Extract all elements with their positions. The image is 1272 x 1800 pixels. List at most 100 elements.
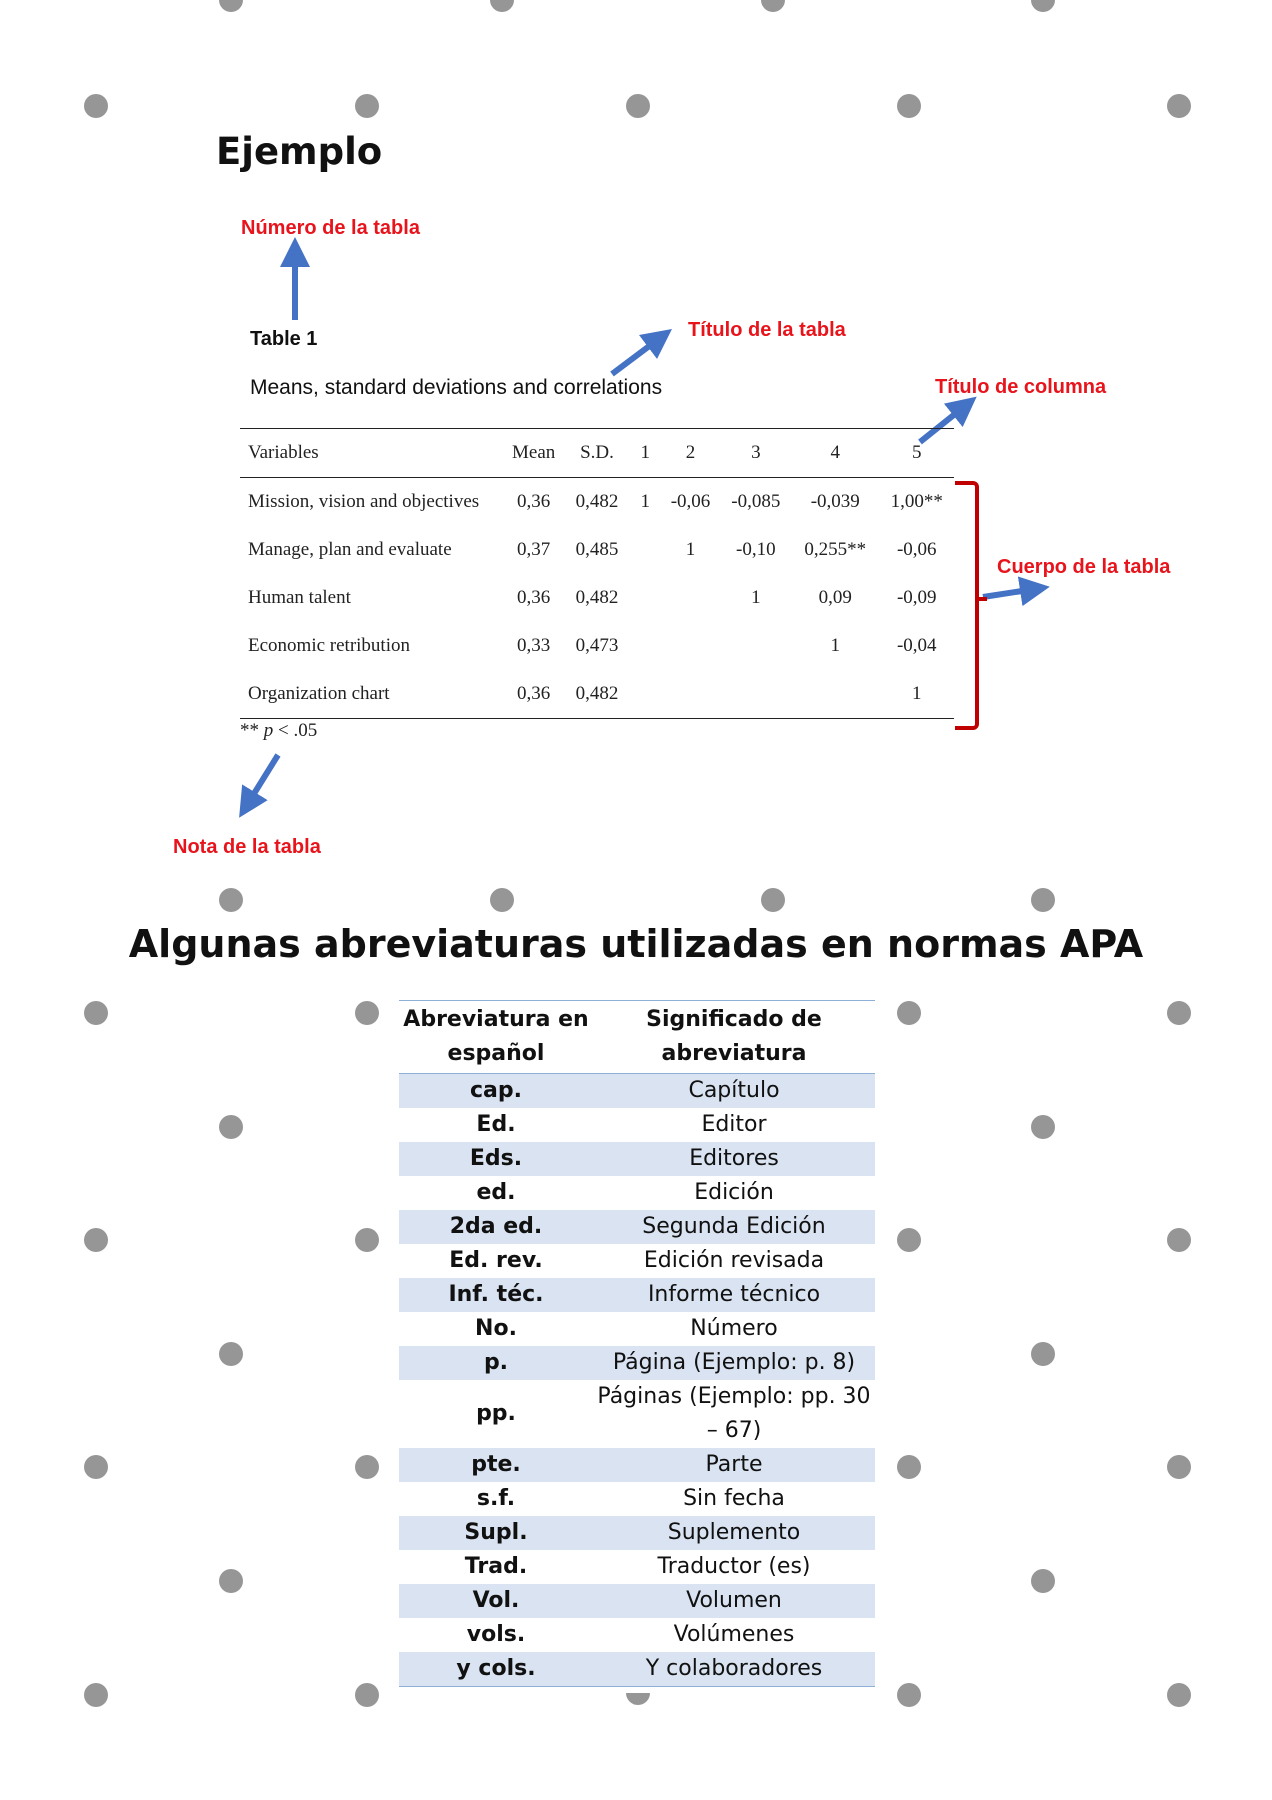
decor-dot	[355, 1683, 379, 1707]
abbreviation-cell: y cols.	[399, 1652, 593, 1687]
abbreviation-cell: ed.	[476, 1180, 516, 1205]
decor-dot	[1167, 1001, 1191, 1025]
note-p: p	[263, 720, 274, 741]
meaning-cell: Editor	[701, 1112, 767, 1137]
abbreviation-cell: Ed.	[476, 1112, 516, 1137]
arrow-down-icon	[239, 753, 281, 818]
col-header: Mean	[503, 428, 564, 478]
table-body-bracket	[955, 481, 987, 730]
table-cell: 0,485	[575, 539, 619, 560]
decor-dot	[355, 1001, 379, 1025]
table-row: cap. Capítulo	[399, 1073, 875, 1108]
header-line: Abreviatura en	[403, 1007, 589, 1032]
decor-dot	[355, 1228, 379, 1252]
table-row: 2da ed. Segunda Edición	[399, 1210, 875, 1244]
label-table-note: Nota de la tabla	[173, 836, 321, 858]
col-header: 1	[630, 428, 661, 478]
table-cell: 1	[879, 670, 954, 719]
table-row: Economic retribution 0,33 0,473 1 -0,04	[240, 622, 954, 670]
table-cell: -0,085	[731, 491, 781, 512]
table-cell	[630, 526, 660, 574]
decor-dot	[219, 1115, 243, 1139]
abbreviation-cell: 2da ed.	[399, 1210, 593, 1244]
table-row: Human talent 0,36 0,482 1 0,09 -0,09	[240, 574, 954, 622]
meaning-cell: Volúmenes	[673, 1622, 795, 1647]
table-row: pp. Páginas (Ejemplo: pp. 30 – 67)	[399, 1380, 875, 1448]
abbreviations-header-row: Abreviatura en español Significado de ab…	[399, 1000, 875, 1074]
table-row: Manage, plan and evaluate 0,37 0,485 1 -…	[240, 526, 954, 574]
col-header: 2	[660, 428, 721, 478]
decor-dot	[219, 0, 243, 12]
table-cell: -0,04	[896, 635, 937, 656]
table-cell	[630, 670, 661, 719]
header-line: Significado de	[646, 1007, 822, 1032]
abbreviation-cell: Inf. téc.	[399, 1278, 593, 1312]
decor-dot	[1031, 1342, 1055, 1366]
decor-dot	[84, 1683, 108, 1707]
table-cell	[720, 670, 792, 719]
table-cell: Organization chart	[240, 670, 504, 719]
table-cell: Mission, vision and objectives	[248, 491, 480, 512]
decor-dot	[897, 1228, 921, 1252]
table-row: Eds. Editores	[399, 1142, 875, 1176]
abbreviation-cell: p.	[399, 1346, 593, 1380]
example-table: Variables Mean S.D. 1 2 3 4 5 Mission, v…	[240, 428, 954, 719]
decor-dot	[1167, 1455, 1191, 1479]
decor-dot	[490, 888, 514, 912]
table-cell: 0,473	[575, 635, 619, 656]
table-row: Inf. téc. Informe técnico	[399, 1278, 875, 1312]
table-title: Means, standard deviations and correlati…	[250, 376, 663, 399]
table-row: Ed. rev. Edición revisada	[399, 1244, 875, 1278]
table-row: Mission, vision and objectives 0,36 0,48…	[240, 478, 954, 527]
meaning-cell: Número	[690, 1316, 778, 1341]
decor-dot	[219, 888, 243, 912]
table-number: Table 1	[250, 328, 318, 350]
table-row: pte. Parte	[399, 1448, 875, 1482]
meaning-cell: Segunda Edición	[593, 1210, 875, 1244]
abbreviation-cell: vols.	[466, 1622, 526, 1647]
col-header: 5	[879, 428, 954, 478]
table-cell: 1,00**	[890, 491, 943, 512]
abbreviation-cell: Vol.	[399, 1584, 593, 1618]
table-cell: 0,37	[517, 539, 551, 560]
meaning-cell: Edición	[694, 1180, 774, 1205]
table-row: No. Número	[399, 1312, 875, 1346]
table-cell: -0,10	[736, 539, 776, 560]
header-line: español	[447, 1041, 545, 1066]
abbreviation-cell: Eds.	[399, 1142, 593, 1176]
arrow-right-icon	[982, 576, 1050, 607]
abbreviation-cell: s.f.	[476, 1486, 516, 1511]
table-cell	[660, 574, 720, 622]
table-cell: Economic retribution	[248, 635, 410, 656]
meaning-cell: Traductor (es)	[657, 1554, 811, 1579]
table-row: Supl. Suplemento	[399, 1516, 875, 1550]
table-cell	[630, 574, 660, 622]
label-table-body: Cuerpo de la tabla	[997, 556, 1171, 578]
meaning-cell: Páginas (Ejemplo: pp. 30 – 67)	[597, 1384, 871, 1443]
col-header: Variables	[240, 428, 504, 478]
meaning-cell: Página (Ejemplo: p. 8)	[593, 1346, 875, 1380]
abbreviations-table: Abreviatura en español Significado de ab…	[399, 1000, 875, 1687]
meaning-cell: Y colaboradores	[593, 1652, 875, 1687]
decor-dot	[1031, 0, 1055, 12]
table-row: Vol. Volumen	[399, 1584, 875, 1618]
table-cell: 0,09	[818, 587, 852, 608]
table-row: ed. Edición	[399, 1176, 875, 1210]
decor-dot	[219, 1569, 243, 1593]
col-header: 3	[720, 428, 792, 478]
table-row: Ed. Editor	[399, 1108, 875, 1142]
table-cell: 0,482	[575, 587, 619, 608]
example-header-row: Variables Mean S.D. 1 2 3 4 5	[240, 428, 954, 478]
table-row: vols. Volúmenes	[399, 1618, 875, 1652]
table-cell: Human talent	[248, 587, 351, 608]
decor-dot	[626, 94, 650, 118]
abbreviation-cell: No.	[475, 1316, 517, 1341]
meaning-cell: Volumen	[593, 1584, 875, 1618]
col-header-abbreviation: Abreviatura en español	[399, 1000, 593, 1074]
table-cell: 0,36	[517, 491, 551, 512]
label-column-title: Título de columna	[935, 376, 1107, 398]
decor-dot	[897, 1001, 921, 1025]
decor-dot	[1167, 94, 1191, 118]
meaning-cell: Parte	[593, 1448, 875, 1482]
table-cell	[721, 622, 791, 670]
